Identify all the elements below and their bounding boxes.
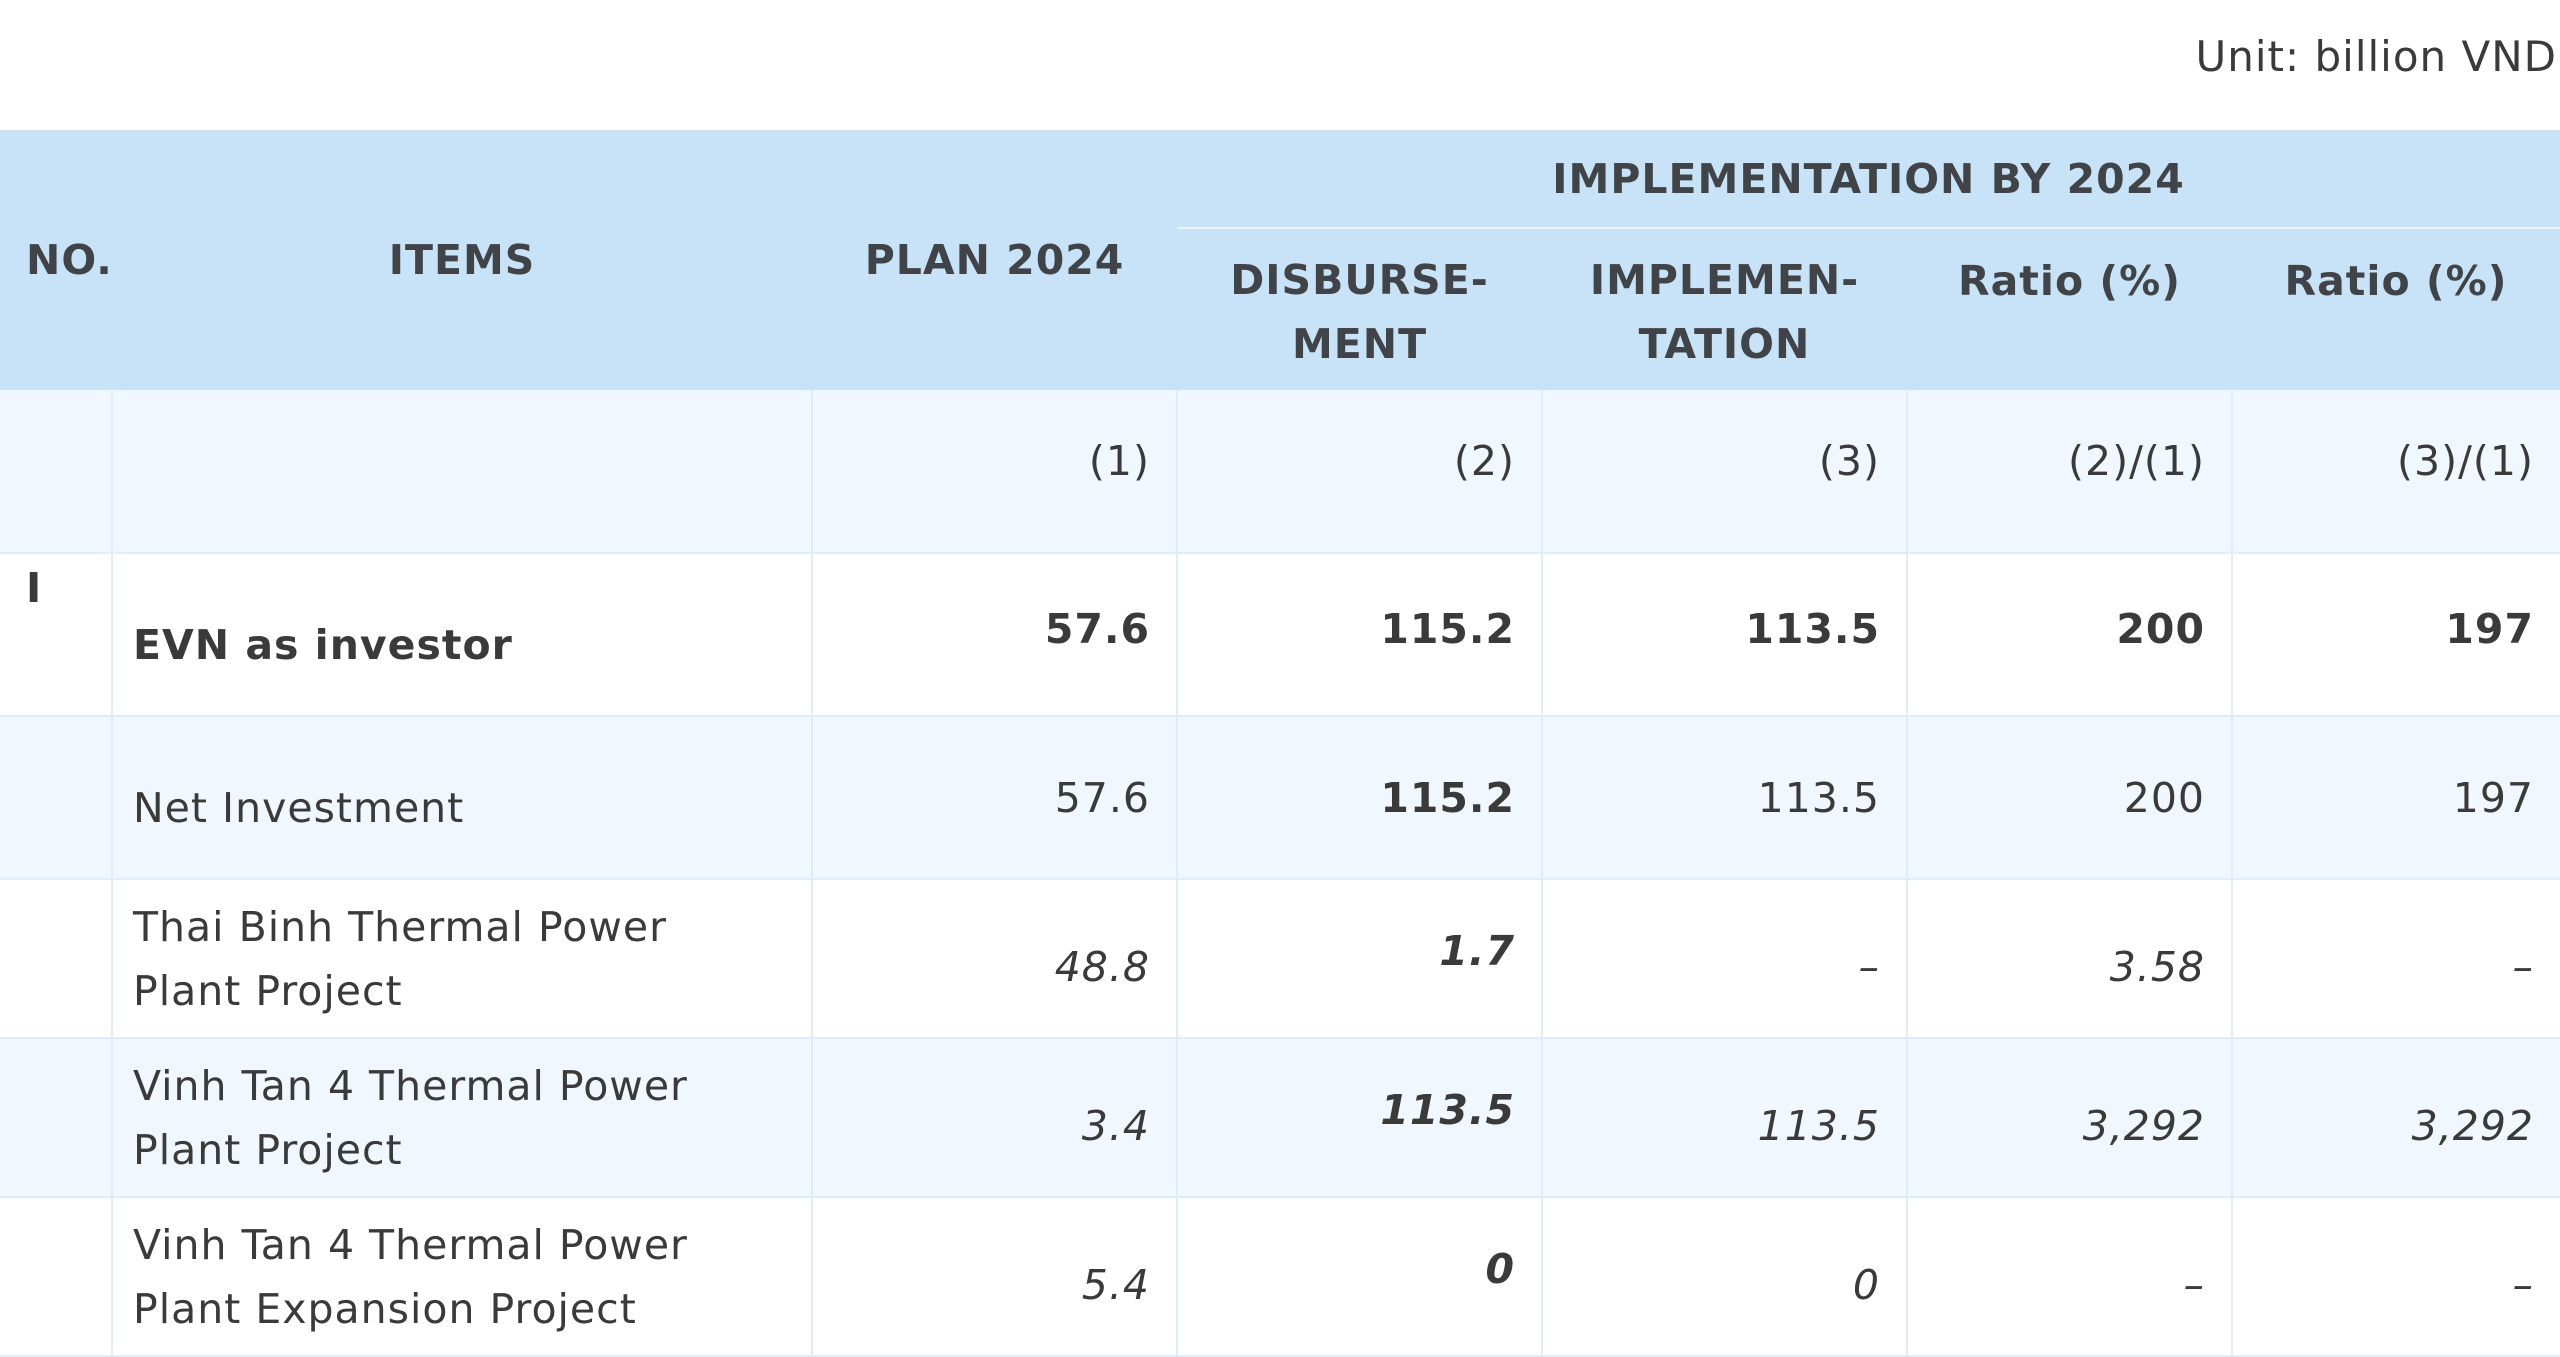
row-no bbox=[0, 1197, 113, 1357]
row-item: Net Investment bbox=[112, 716, 813, 880]
row-implementation: 0 bbox=[1542, 1197, 1908, 1357]
row-no bbox=[0, 716, 113, 880]
row-ratio-2: 197 bbox=[2232, 716, 2560, 880]
table-cell: (2) bbox=[1177, 390, 1543, 554]
table-cell: (1) bbox=[812, 390, 1178, 554]
table-cell: (3)/(1) bbox=[2232, 390, 2560, 554]
header-implementation-l1: IMPLEMEN- bbox=[1589, 255, 1860, 304]
row-ratio-1: 3,292 bbox=[1907, 1038, 2233, 1198]
row-item: Thai Binh Thermal Power Plant Project bbox=[112, 879, 813, 1039]
header-ratio-2: Ratio (%) bbox=[2232, 228, 2560, 390]
row-ratio-1: 200 bbox=[1907, 716, 2233, 880]
header-no: NO. bbox=[0, 130, 112, 390]
table-cell bbox=[112, 390, 813, 554]
row-disbursement: 0 bbox=[1177, 1197, 1543, 1357]
header-implementation: IMPLEMEN- TATION bbox=[1542, 228, 1907, 390]
header-ratio-1: Ratio (%) bbox=[1907, 228, 2232, 390]
row-ratio-2: 3,292 bbox=[2232, 1038, 2560, 1198]
header-disbursement-l1: DISBURSE- bbox=[1230, 255, 1489, 304]
table-row: Thai Binh Thermal Power Plant Project 48… bbox=[0, 879, 2560, 1039]
row-no: I bbox=[0, 553, 113, 717]
table-row: Net Investment 57.6 115.2 113.5 200 197 bbox=[0, 716, 2560, 880]
table-row: I EVN as investor 57.6 115.2 113.5 200 1… bbox=[0, 553, 2560, 717]
table-row: Vinh Tan 4 Thermal Power Plant Project 3… bbox=[0, 1038, 2560, 1198]
row-implementation: 113.5 bbox=[1542, 553, 1908, 717]
row-item: Vinh Tan 4 Thermal Power Plant Expansion… bbox=[112, 1197, 813, 1357]
header-plan: PLAN 2024 bbox=[812, 130, 1177, 390]
row-item: Vinh Tan 4 Thermal Power Plant Project bbox=[112, 1038, 813, 1198]
row-plan: 48.8 bbox=[812, 879, 1178, 1039]
table-row-index: (1) (2) (3) (2)/(1) (3)/(1) bbox=[0, 390, 2560, 554]
row-no bbox=[0, 879, 113, 1039]
table-cell: (2)/(1) bbox=[1907, 390, 2233, 554]
row-plan: 57.6 bbox=[812, 716, 1178, 880]
unit-label: Unit: billion VND bbox=[2195, 32, 2557, 81]
row-no bbox=[0, 1038, 113, 1198]
table-cell bbox=[0, 390, 113, 554]
row-plan: 3.4 bbox=[812, 1038, 1178, 1198]
row-disbursement: 115.2 bbox=[1177, 553, 1543, 717]
row-plan: 57.6 bbox=[812, 553, 1178, 717]
row-plan: 5.4 bbox=[812, 1197, 1178, 1357]
row-disbursement: 1.7 bbox=[1177, 879, 1543, 1039]
header-disbursement-l2: MENT bbox=[1291, 319, 1428, 368]
table-cell: (3) bbox=[1542, 390, 1908, 554]
row-ratio-1: – bbox=[1907, 1197, 2233, 1357]
header-implementation-l2: TATION bbox=[1638, 319, 1811, 368]
table-row: Vinh Tan 4 Thermal Power Plant Expansion… bbox=[0, 1197, 2560, 1357]
header-items: ITEMS bbox=[112, 130, 812, 390]
row-implementation: – bbox=[1542, 879, 1908, 1039]
row-ratio-2: – bbox=[2232, 879, 2560, 1039]
row-implementation: 113.5 bbox=[1542, 1038, 1908, 1198]
row-ratio-2: 197 bbox=[2232, 553, 2560, 717]
row-implementation: 113.5 bbox=[1542, 716, 1908, 880]
header-disbursement: DISBURSE- MENT bbox=[1177, 228, 1542, 390]
investment-table: NO. ITEMS PLAN 2024 IMPLEMENTATION BY 20… bbox=[0, 130, 2560, 1357]
row-ratio-1: 200 bbox=[1907, 553, 2233, 717]
row-disbursement: 113.5 bbox=[1177, 1038, 1543, 1198]
row-ratio-1: 3.58 bbox=[1907, 879, 2233, 1039]
header-implementation-group: IMPLEMENTATION BY 2024 bbox=[1177, 130, 2560, 229]
row-disbursement: 115.2 bbox=[1177, 716, 1543, 880]
row-item: EVN as investor bbox=[112, 553, 813, 717]
row-ratio-2: – bbox=[2232, 1197, 2560, 1357]
